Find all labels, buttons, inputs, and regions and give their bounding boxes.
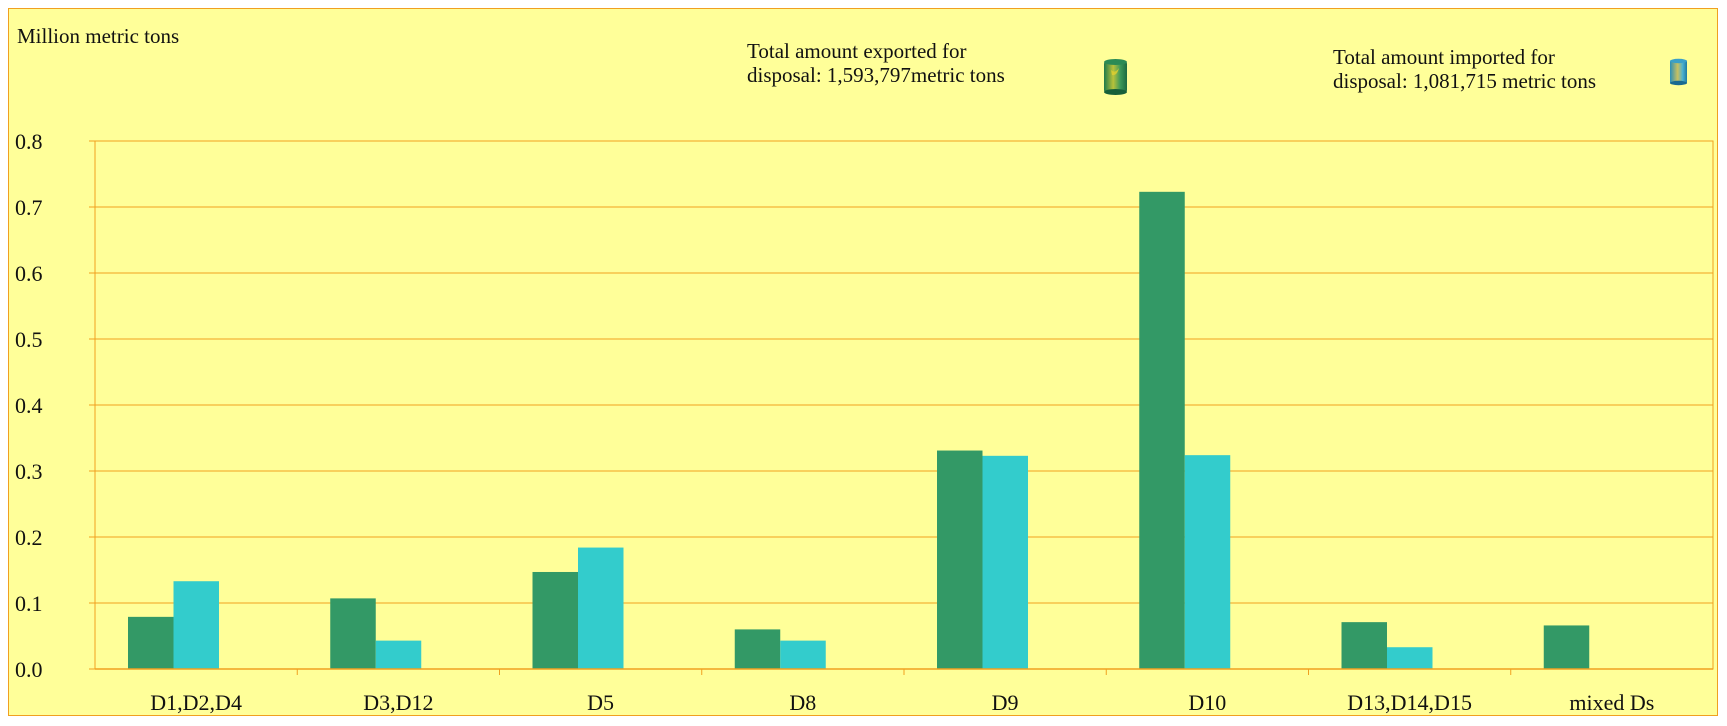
x-tick-label: D5	[587, 690, 614, 715]
x-tick-label: D10	[1188, 690, 1226, 715]
y-tick-label: 0.3	[15, 459, 43, 484]
x-tick-label: D13,D14,D15	[1347, 690, 1472, 715]
bar	[1387, 647, 1433, 669]
legend-import-text: Total amount imported for disposal: 1,08…	[1333, 45, 1596, 93]
x-tick-label: D3,D12	[363, 690, 433, 715]
bar-chart: 0.0 0.1 0.2 0.3 0.4 0.5 0.6 0.7 0.8 Million metri…	[15, 24, 1714, 715]
y-tick-label: 0.1	[15, 591, 43, 616]
y-tick-label: 0.8	[15, 129, 43, 154]
bar	[1184, 455, 1231, 669]
x-tick-label: D1,D2,D4	[150, 690, 242, 715]
legend-export-line2: disposal: 1,593,797metric tons	[747, 63, 1005, 87]
x-tick-label: mixed Ds	[1569, 690, 1654, 715]
chart-panel: 0.0 0.1 0.2 0.3 0.4 0.5 0.6 0.7 0.8 Million metri…	[8, 8, 1718, 716]
bar	[532, 571, 578, 669]
legend-import-line2: disposal: 1,081,715 metric tons	[1333, 69, 1597, 93]
bar	[982, 455, 1028, 669]
bar	[330, 598, 376, 669]
bar	[734, 629, 781, 669]
legend-export-line1: Total amount exported for	[747, 39, 967, 63]
bar	[780, 640, 826, 669]
bar	[375, 640, 422, 669]
bar	[578, 547, 624, 669]
y-tick-label: 0.7	[15, 195, 43, 220]
y-tick-label: 0.2	[15, 525, 43, 550]
y-tick-label: 0.6	[15, 261, 43, 286]
legend-import-line1: Total amount imported for	[1333, 45, 1555, 69]
x-tick-label: D8	[789, 690, 816, 715]
bar	[128, 616, 174, 669]
y-tick-label: 0.0	[15, 657, 43, 682]
y-tick-label: 0.5	[15, 327, 43, 352]
bar	[173, 581, 219, 669]
bar	[1543, 625, 1590, 669]
y-axis-title: Million metric tons	[17, 24, 179, 48]
y-tick-label: 0.4	[15, 393, 43, 418]
bar	[1341, 622, 1387, 669]
bar	[1139, 191, 1185, 669]
legend-export-text: Total amount exported for disposal: 1,59…	[747, 39, 1005, 87]
green-barrel-icon	[1104, 59, 1127, 95]
x-tick-label: D9	[992, 690, 1019, 715]
bar	[937, 450, 983, 669]
blue-barrel-icon	[1670, 58, 1687, 86]
